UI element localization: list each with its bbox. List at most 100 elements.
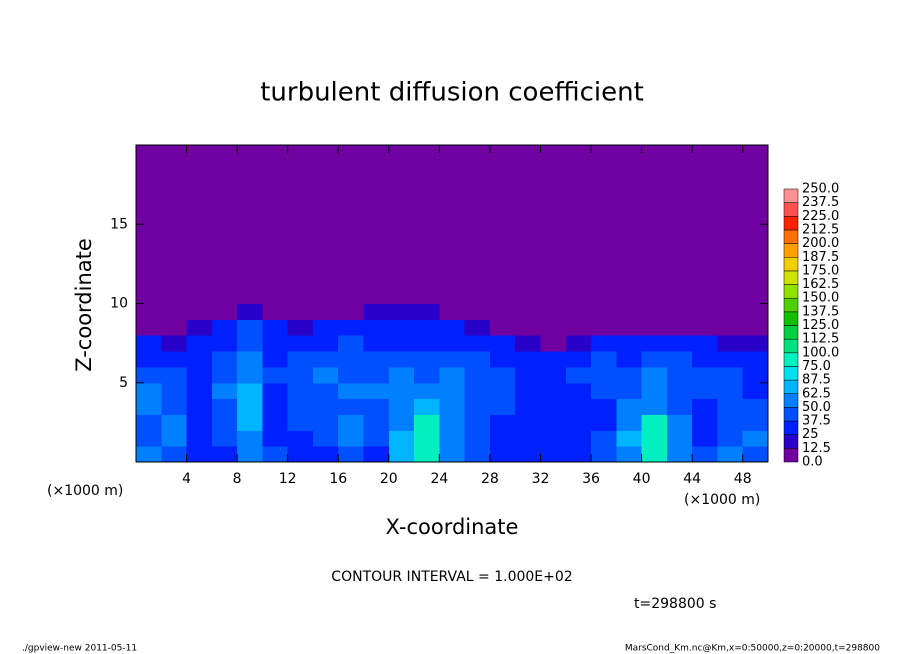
cell — [363, 414, 390, 431]
cell — [515, 145, 541, 304]
cell — [338, 382, 365, 400]
cell — [338, 414, 365, 431]
colorbar-label: 212.5 — [802, 222, 839, 237]
cell — [136, 430, 162, 447]
cell — [641, 335, 668, 352]
cell — [464, 398, 491, 415]
cell — [262, 398, 289, 415]
cell — [186, 366, 213, 384]
cell — [262, 446, 289, 463]
cell — [717, 366, 744, 384]
cell — [211, 382, 238, 400]
cell — [439, 145, 466, 304]
cell — [717, 414, 744, 431]
cell — [742, 319, 769, 336]
cell — [388, 430, 415, 447]
cell — [591, 351, 617, 368]
cell — [414, 319, 440, 336]
cell — [186, 382, 213, 400]
cell — [312, 430, 339, 447]
cell — [237, 335, 263, 352]
cell — [439, 351, 466, 368]
cell — [186, 398, 213, 415]
cell — [262, 351, 289, 368]
cell — [641, 430, 668, 447]
cell — [287, 446, 314, 463]
cell — [287, 382, 314, 400]
cell — [616, 335, 643, 352]
cell — [363, 366, 390, 384]
cell — [641, 382, 668, 400]
colorbar-label: 225.0 — [802, 209, 839, 224]
cell — [742, 366, 769, 384]
footer: ./gpview-new 2011-05-11 — [22, 644, 137, 654]
cell — [692, 382, 718, 400]
cell — [186, 319, 213, 336]
cell — [161, 446, 188, 463]
cell — [262, 430, 289, 447]
cell — [186, 414, 213, 431]
cell — [262, 335, 289, 352]
cell — [666, 366, 693, 384]
cell — [363, 382, 390, 400]
x-tick-label: 20 — [380, 471, 398, 487]
cell — [312, 319, 339, 336]
cell — [565, 145, 592, 304]
cell — [717, 145, 744, 304]
cell — [565, 446, 592, 463]
cell — [439, 366, 466, 384]
y-tick-label: 15 — [110, 216, 128, 232]
cell — [237, 414, 263, 431]
cell — [464, 319, 491, 336]
cell — [237, 319, 263, 336]
cell — [591, 319, 617, 336]
cell — [717, 303, 744, 320]
cell — [439, 446, 466, 463]
y-axis-label: Z-coordinate — [72, 238, 96, 372]
cell — [363, 398, 390, 415]
cell — [515, 366, 541, 384]
cell — [414, 145, 440, 304]
cell — [464, 446, 491, 463]
colorbar-band — [783, 202, 799, 217]
cell — [742, 446, 769, 463]
cell — [692, 446, 718, 463]
cell — [262, 319, 289, 336]
cell — [565, 319, 592, 336]
cell — [540, 398, 567, 415]
cell — [388, 145, 415, 304]
colorbar-band — [783, 352, 799, 367]
cell — [338, 398, 365, 415]
cell — [312, 351, 339, 368]
cell — [439, 319, 466, 336]
cell — [211, 414, 238, 431]
colorbar-band — [783, 434, 799, 449]
cell — [287, 335, 314, 352]
cell — [540, 335, 567, 352]
cell — [489, 351, 516, 368]
time-label: t=298800 s — [634, 596, 716, 612]
cell — [262, 303, 289, 320]
cell — [515, 351, 541, 368]
cell — [338, 366, 365, 384]
contour-note: CONTOUR INTERVAL = 1.000E+02 — [331, 569, 572, 585]
cell — [641, 303, 668, 320]
cell — [641, 398, 668, 415]
cell — [161, 398, 188, 415]
cell — [312, 366, 339, 384]
cell — [692, 319, 718, 336]
cell — [136, 366, 162, 384]
cell — [540, 382, 567, 400]
cell — [388, 335, 415, 352]
cell — [388, 398, 415, 415]
x-tick-label: 4 — [182, 471, 191, 487]
cell — [211, 335, 238, 352]
cell — [666, 145, 693, 304]
cell — [565, 351, 592, 368]
cell — [591, 335, 617, 352]
x-tick-label: 16 — [329, 471, 347, 487]
cell — [388, 366, 415, 384]
colorbar-band — [783, 379, 799, 395]
cell — [237, 446, 263, 463]
cell — [338, 319, 365, 336]
